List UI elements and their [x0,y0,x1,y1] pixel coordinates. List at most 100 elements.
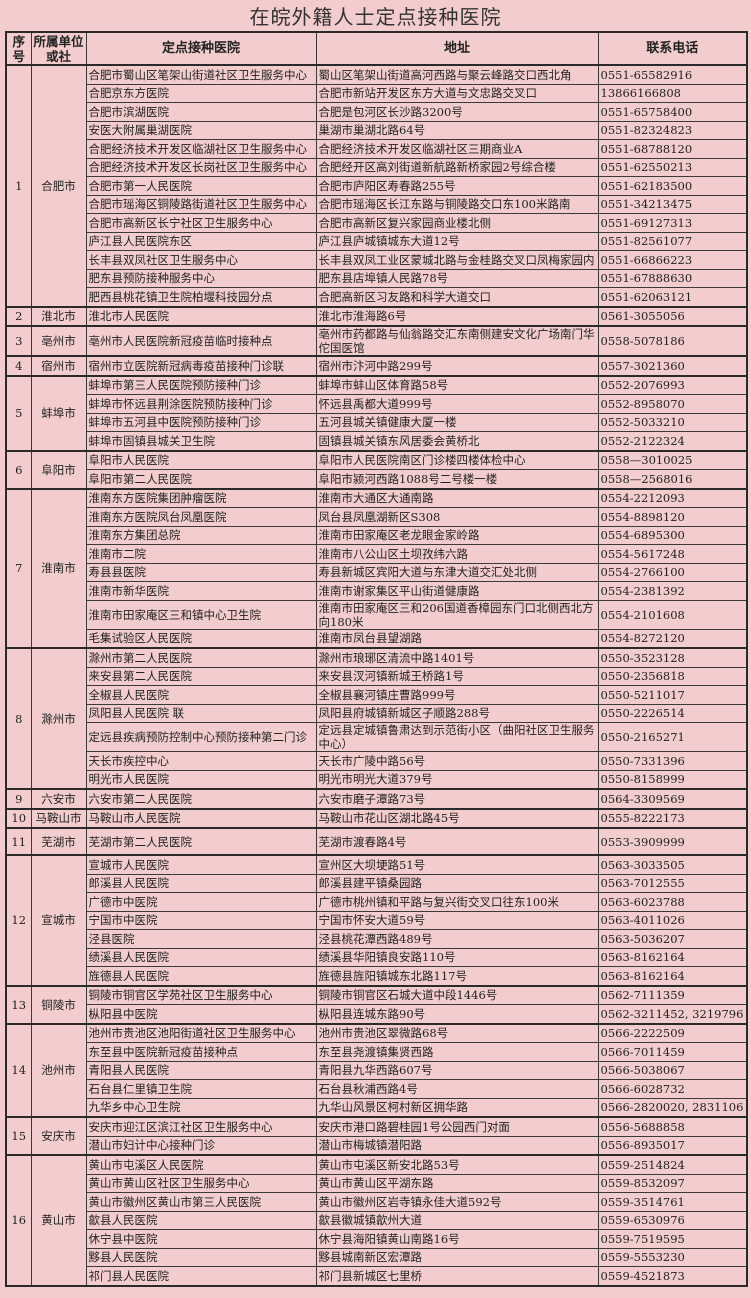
table-row: 5 蚌埠市 蚌埠市第三人民医院预防接种门诊 蚌埠市蚌山区体育路58号 0552-2076… [5,374,748,451]
table-row: 安医大附属巢湖医院 巢湖市巢湖北路64号 0551-82324823 [6,120,748,140]
group-seq: 2 [5,305,32,327]
hospital-address: 合肥市新站开发区东方大道与文忠路交叉口 [315,83,599,103]
table-row: 定远县疾病预防控制中心预防接种第二门诊 定远县定城镇鲁肃达到示范街小区（曲阳社区卫… [6,722,748,752]
table-row: 九华乡中心卫生院 九华山风景区柯村新区拥华路 0566-2820020, 28311… [6,1097,748,1118]
hospital-address: 合肥是包河区长沙路3200号 [315,102,599,122]
hospital-name: 潜山市妇计中心接种门诊 [85,1135,317,1156]
hospital-name: 肥西县桃花镇卫生院柏堰科技园分点 [85,287,317,307]
hospital-address: 蚌埠市蚌山区体育路58号 [315,374,599,395]
hospital-name: 庐江县人民医院东区 [85,231,317,251]
hospital-address: 休宁县海阳镇黄山南路16号 [315,1229,599,1249]
table-row: 淮南东方医院凤台凤凰医院 凤台县凤凰湖新区S308 0554-8898120 [6,507,748,527]
table-row: 淮南市新华医院 淮南市谢家集区平山街道健康路 0554-2381392 [6,581,748,601]
hospital-address: 淮南市谢家集区平山街道健康路 [315,581,599,601]
table-row: 15 安庆市 安庆市迎江区滨江社区卫生服务中心 安庆市港口路碧桂园1号公园西门对面 05… [5,1116,748,1156]
table-row: 广德市中医院 广德市桃州镇和平路与复兴街交叉口往东100米 0563-6023788 [6,892,748,912]
table-row: 休宁县中医院 休宁县海阳镇黄山南路16号 0559-7519595 [6,1229,748,1249]
table-row: 合肥市滨湖医院 合肥是包河区长沙路3200号 0551-65758400 [6,102,748,122]
hospital-phone: 0550-8158999 [597,769,748,790]
hospital-phone: 0566-2222509 [597,1022,748,1043]
hospital-phone: 0551-62063121 [597,287,748,307]
group-unit: 安庆市 [30,1116,87,1156]
hospital-phone: 0559-7519595 [597,1229,748,1249]
table-row: 肥东县预防接种服务中心 肥东县店埠镇人民路78号 0551-67888630 [6,268,748,288]
hospital-phone: 0554-8272120 [597,628,748,649]
hospital-name: 淮南东方医院凤台凤凰医院 [85,507,317,527]
hospital-address: 阜阳市人民医院南区门诊楼四楼体检中心 [315,449,599,470]
table-row: 14 池州市 池州市贵池区池阳街道社区卫生服务中心 池州市贵池区翠微路68号 0566-… [5,1022,748,1118]
hospital-phone: 0566-2820020, 2831106 [597,1097,748,1118]
table-row: 凤阳县人民医院 联凤阳县府城镇新城区子顺路288号 0550-2226514 [6,703,748,723]
hospital-phone: 0554-8898120 [597,507,748,527]
hospital-phone: 0558—2568016 [597,469,748,489]
table-row: 合肥经济技术开发区临湖社区卫生服务中心 合肥经济技术开发区临湖社区三期商业A 055… [6,139,748,159]
group-unit: 马鞍山市 [30,807,87,829]
table-row: 歙县人民医院 歙县徽城镇歙州大道 0559-6530976 [6,1210,748,1230]
hospital-address: 合肥市庐阳区寿春路255号 [315,176,599,196]
hospital-address: 铜陵市铜官区石城大道中段1446号 [315,984,599,1005]
hospital-name: 蚌埠市怀远县荆涂医院预防接种门诊 [85,394,317,414]
hospital-phone: 0561-3055056 [597,305,748,327]
hospital-phone: 0551-62550213 [597,157,748,177]
hospital-address: 滁州市琅琊区清流中路1401号 [315,647,599,668]
hospital-name: 凤阳县人民医院 联 [85,703,317,723]
hospital-name: 合肥经济技术开发区长岗社区卫生服务中心 [85,157,317,177]
table-row: 6 阜阳市 阜阳市人民医院 阜阳市人民医院南区门诊楼四楼体检中心 0558—301002… [5,449,748,489]
hospital-address: 淮北市淮海路6号 [315,305,599,327]
hospital-name: 黄山市徽州区黄山市第三人民医院 [85,1192,317,1212]
hospital-name: 淮南东方集团总院 [85,525,317,545]
header-seq: 序号 [5,31,32,66]
hospital-phone: 0559-5553230 [597,1247,748,1267]
hospital-address: 定远县定城镇鲁肃达到示范街小区（曲阳社区卫生服务中心） [315,722,599,752]
hospital-phone: 0558-5078186 [597,325,748,357]
group-seq: 13 [5,984,32,1024]
table-row: 黟县人民医院 黟县城南新区宏潭路 0559-5553230 [6,1247,748,1267]
table-row: 蚌埠市怀远县荆涂医院预防接种门诊 怀远县禹都大道999号 0552-8958070 [6,394,748,414]
hospital-address: 黄山市黄山区平湖东路 [315,1173,599,1193]
hospital-phone: 0551-68788120 [597,139,748,159]
hospital-address: 潜山市梅城镇潜阳路 [315,1135,599,1156]
hospital-address: 马鞍山市花山区湖北路45号 [315,807,599,829]
hospital-name: 九华乡中心卫生院 [85,1097,317,1118]
hospital-name: 寿县县医院 [85,562,317,582]
hospital-address: 合肥经济技术开发区临湖社区三期商业A [315,139,599,159]
hospital-name: 东至县中医院新冠疫苗接种点 [85,1042,317,1062]
table-row: 8 滁州市 滁州市第二人民医院 滁州市琅琊区清流中路1401号 0550-3523128 [5,647,748,790]
hospital-phone: 0550-2226514 [597,703,748,723]
hospital-name: 黄山市黄山区社区卫生服务中心 [85,1173,317,1193]
table-row: 3 亳州市 亳州市人民医院新冠疫苗临时接种点 亳州市药都路与仙翁路交汇东南侧建安文化广… [5,325,748,357]
hospital-name: 青阳县人民医院 [85,1060,317,1080]
group-unit: 六安市 [30,788,87,809]
hospital-name: 亳州市人民医院新冠疫苗临时接种点 [85,325,317,357]
group-seq: 6 [5,449,32,489]
hospital-address: 绩溪县华阳镇良安路110号 [315,947,599,967]
hospital-name: 蚌埠市固镇县城关卫生院 [85,431,317,451]
hospital-address: 怀远县禹都大道999号 [315,394,599,414]
hospital-address: 合肥经开区高刘街道新航路新桥家园2号综合楼 [315,157,599,177]
group-unit: 合肥市 [30,64,87,307]
hospital-phone: 0563-3033505 [597,854,748,875]
hospital-name: 歙县人民医院 [85,1210,317,1230]
hospital-address: 安庆市港口路碧桂园1号公园西门对面 [315,1116,599,1137]
table-row: 合肥市高新区长宁社区卫生服务中心 合肥市高新区复兴家园商业楼北侧 0551-6912… [6,213,748,233]
hospital-address: 石台县秋浦西路4号 [315,1079,599,1099]
hospital-address: 固镇县城关镇东风居委会黄桥北 [315,431,599,451]
hospital-phone: 0551-82324823 [597,120,748,140]
hospital-phone: 0552-5033210 [597,412,748,432]
hospital-name: 来安县第二人民医院 [85,666,317,686]
table-row: 1 合肥市 合肥市蜀山区笔架山街道社区卫生服务中心 蜀山区笔架山街道高河西路与聚云峰路… [5,64,748,307]
hospital-address: 巢湖市巢湖北路64号 [315,120,599,140]
group-seq: 10 [5,807,32,829]
hospital-address: 枞阳县连城东路90号 [315,1004,599,1024]
hospital-address: 寿县新城区宾阳大道与东津大道交汇处北侧 [315,562,599,582]
hospital-address: 黄山市屯溪区新安北路53号 [315,1154,599,1175]
hospital-address: 淮南市大通区大通南路 [315,487,599,508]
table-row: 青阳县人民医院 青阳县九华西路607号 0566-5038067 [6,1060,748,1080]
hospital-address: 合肥市瑶海区长江东路与铜陵路交口东100米路南 [315,194,599,214]
table-row: 蚌埠市五河县中医院预防接种门诊 五河县城关镇健康大厦一楼 0552-5033210 [6,412,748,432]
table-row: 郎溪县人民医院 郎溪县建平镇桑园路 0563-7012555 [6,873,748,893]
hospital-phone: 0550-2356818 [597,666,748,686]
group-seq: 4 [5,355,32,376]
hospital-phone: 0552-8958070 [597,394,748,414]
vaccination-hospital-table: 序号 所属单位或社 定点接种医院 地址 联系电话 1 合肥市 合肥市蜀山区笔架山街道… [5,31,748,1287]
